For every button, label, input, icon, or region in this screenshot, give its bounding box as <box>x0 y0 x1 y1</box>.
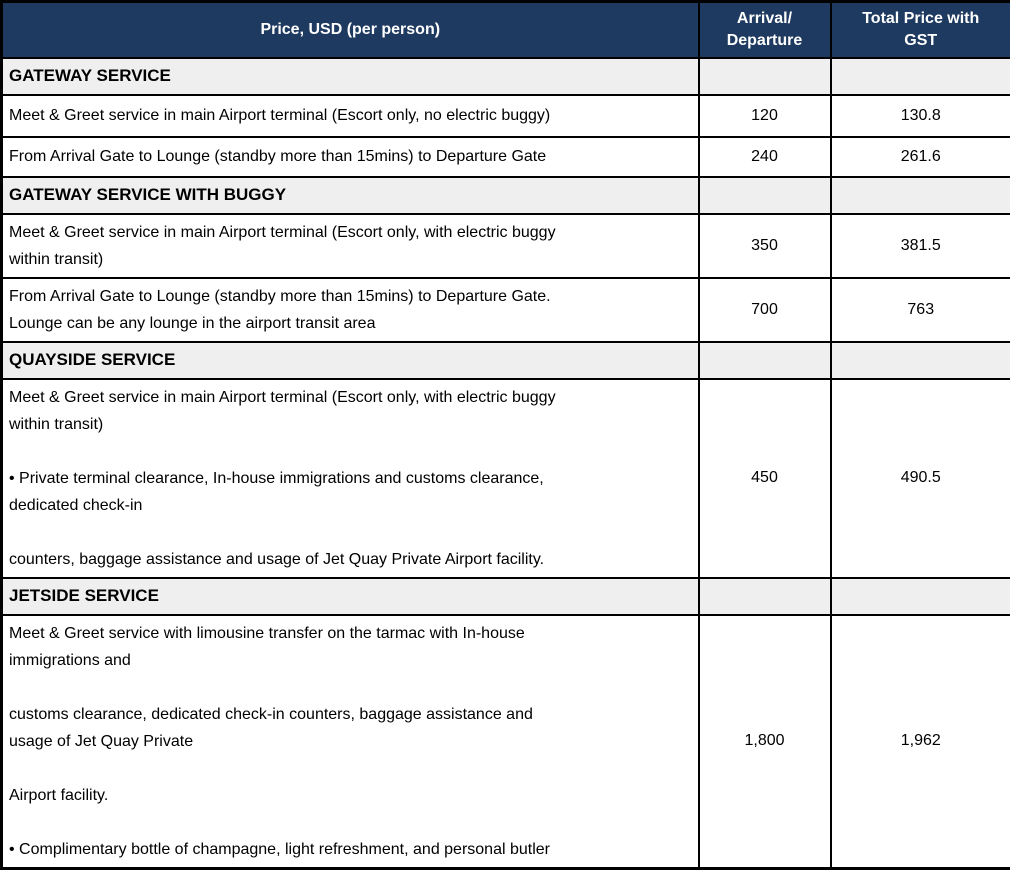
table-row: Meet & Greet service in main Airport ter… <box>2 95 1010 137</box>
service-description: Meet & Greet service with limousine tran… <box>2 615 699 869</box>
col-header-arrival-departure: Arrival/ Departure <box>699 2 831 58</box>
col-header-price-usd: Price, USD (per person) <box>2 2 699 58</box>
section-row-quayside-service: QUAYSIDE SERVICE <box>2 342 1010 379</box>
section-row-gateway-service-with-buggy: GATEWAY SERVICE WITH BUGGY <box>2 177 1010 214</box>
price-gst-value: 763 <box>831 278 1010 342</box>
price-value: 1,800 <box>699 615 831 869</box>
section-title: QUAYSIDE SERVICE <box>2 342 699 379</box>
empty-cell <box>699 342 831 379</box>
price-value: 120 <box>699 95 831 137</box>
section-row-jetside-service: JETSIDE SERVICE <box>2 578 1010 615</box>
empty-cell <box>831 177 1010 214</box>
col-header-total-price-gst: Total Price with GST <box>831 2 1010 58</box>
empty-cell <box>699 58 831 95</box>
section-title: GATEWAY SERVICE WITH BUGGY <box>2 177 699 214</box>
section-title: GATEWAY SERVICE <box>2 58 699 95</box>
price-value: 450 <box>699 379 831 578</box>
table-row: Meet & Greet service in main Airport ter… <box>2 214 1010 278</box>
price-gst-value: 490.5 <box>831 379 1010 578</box>
empty-cell <box>831 342 1010 379</box>
price-value: 350 <box>699 214 831 278</box>
empty-cell <box>699 578 831 615</box>
service-description: Meet & Greet service in main Airport ter… <box>2 95 699 137</box>
table-header-row: Price, USD (per person) Arrival/ Departu… <box>2 2 1010 58</box>
service-description: Meet & Greet service in main Airport ter… <box>2 214 699 278</box>
price-value: 240 <box>699 137 831 177</box>
price-gst-value: 381.5 <box>831 214 1010 278</box>
price-gst-value: 261.6 <box>831 137 1010 177</box>
service-description: From Arrival Gate to Lounge (standby mor… <box>2 137 699 177</box>
table-row: From Arrival Gate to Lounge (standby mor… <box>2 137 1010 177</box>
service-description: From Arrival Gate to Lounge (standby mor… <box>2 278 699 342</box>
price-value: 700 <box>699 278 831 342</box>
table-row: Meet & Greet service with limousine tran… <box>2 615 1010 869</box>
empty-cell <box>831 58 1010 95</box>
section-title: JETSIDE SERVICE <box>2 578 699 615</box>
table-row: From Arrival Gate to Lounge (standby mor… <box>2 278 1010 342</box>
empty-cell <box>699 177 831 214</box>
empty-cell <box>831 578 1010 615</box>
price-gst-value: 1,962 <box>831 615 1010 869</box>
table-row: Meet & Greet service in main Airport ter… <box>2 379 1010 578</box>
price-gst-value: 130.8 <box>831 95 1010 137</box>
section-row-gateway-service: GATEWAY SERVICE <box>2 58 1010 95</box>
service-description: Meet & Greet service in main Airport ter… <box>2 379 699 578</box>
